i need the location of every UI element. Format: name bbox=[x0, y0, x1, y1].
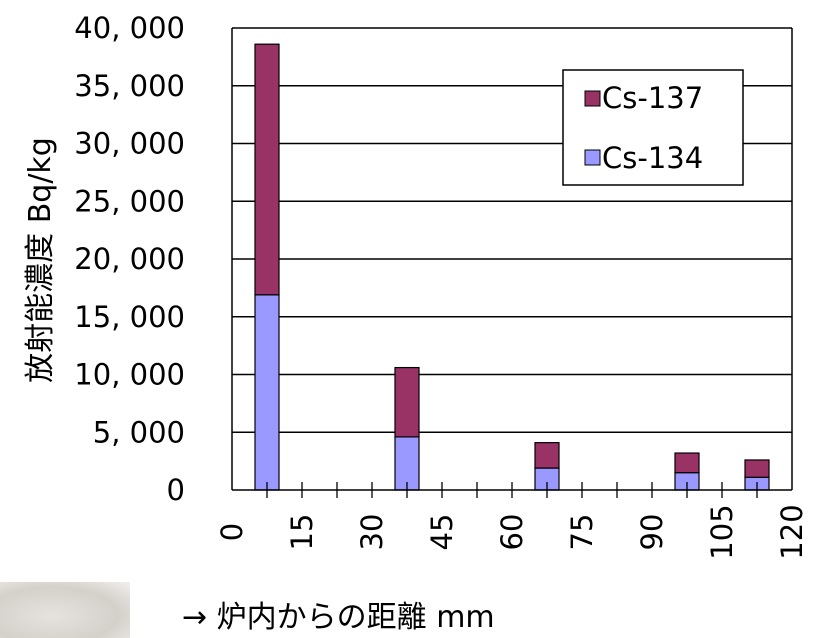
x-tick-label-2: 30 bbox=[355, 514, 389, 551]
bar-cs-134-0 bbox=[254, 294, 280, 491]
legend-label-cs137: Cs-137 bbox=[602, 81, 703, 115]
bar-cs-137-0 bbox=[254, 43, 280, 296]
x-tick-label-1: 15 bbox=[285, 514, 319, 551]
y-tick-label-7: 35, 000 bbox=[74, 69, 185, 103]
x-tick-label-0: 0 bbox=[215, 523, 249, 541]
y-tick-label-1: 5, 000 bbox=[93, 415, 185, 449]
y-axis-label: 放射能濃度 Bq/kg bbox=[23, 137, 58, 383]
bar-cs-137-1 bbox=[394, 366, 420, 438]
legend: Cs-137 Cs-134 bbox=[562, 69, 744, 186]
x-tick-label-8: 120 bbox=[775, 504, 809, 559]
legend-box bbox=[562, 69, 744, 186]
texture-image bbox=[0, 582, 130, 638]
x-axis-label: → 炉内からの距離 mm bbox=[182, 600, 495, 635]
x-tick-label-6: 90 bbox=[635, 514, 669, 551]
legend-swatch-cs134 bbox=[584, 149, 601, 166]
axes bbox=[231, 28, 793, 498]
legend-swatch-cs137 bbox=[584, 90, 601, 107]
y-tick-label-0: 0 bbox=[167, 473, 185, 507]
legend-label-cs134: Cs-134 bbox=[602, 141, 703, 175]
bar-cs-137-3 bbox=[674, 452, 700, 474]
bar-cs-134-1 bbox=[394, 436, 420, 491]
x-tick-label-7: 105 bbox=[705, 504, 739, 559]
y-tick-label-8: 40, 000 bbox=[74, 11, 185, 45]
y-tick-label-4: 20, 000 bbox=[74, 242, 185, 276]
x-tick-labels: 0 15 30 45 60 75 90 105 120 bbox=[215, 504, 809, 559]
bar-cs-137-2 bbox=[534, 442, 560, 469]
x-tick-label-4: 60 bbox=[495, 514, 529, 551]
y-tick-label-3: 15, 000 bbox=[74, 300, 185, 334]
x-tick-label-5: 75 bbox=[565, 514, 599, 551]
y-tick-labels: 0 5, 000 10, 000 15, 000 20, 000 25, 000 30, 0… bbox=[74, 11, 185, 507]
y-tick-label-6: 30, 000 bbox=[74, 127, 185, 161]
y-tick-label-2: 10, 000 bbox=[74, 358, 185, 392]
grid-lines bbox=[232, 27, 792, 433]
bar-cs-137-4 bbox=[744, 459, 770, 478]
x-tick-label-3: 45 bbox=[425, 514, 459, 551]
y-tick-label-5: 25, 000 bbox=[74, 184, 185, 218]
